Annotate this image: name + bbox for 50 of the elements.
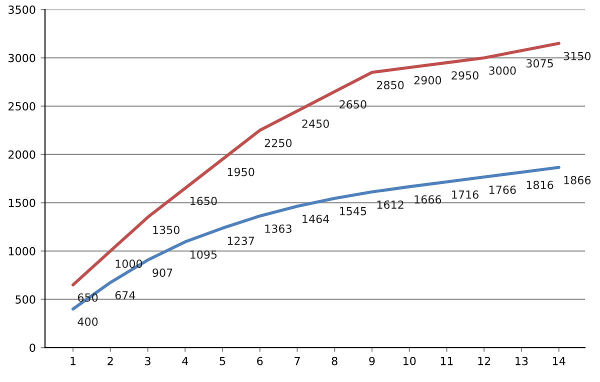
data-label: 1716	[452, 190, 478, 199]
x-tick-label: 12	[478, 356, 490, 366]
data-label: 2450	[302, 120, 329, 128]
y-tick-label: 500	[16, 295, 36, 304]
data-label: 1612	[377, 200, 404, 209]
y-tick-label: 3500	[8, 6, 36, 14]
y-tick-label: 1500	[8, 198, 36, 208]
line-series	[72, 166, 560, 311]
data-label: 400	[78, 318, 98, 326]
x-tick-label: 2	[108, 356, 113, 366]
data-label: 1866	[564, 176, 591, 184]
x-tick-label: 1	[70, 356, 76, 366]
x-tick-label: 9	[369, 356, 375, 366]
data-label: 1237	[228, 236, 254, 246]
data-label: 1095	[190, 250, 217, 259]
data-label: 1545	[340, 207, 366, 216]
line-series	[72, 42, 560, 286]
y-tick-label: 0	[30, 344, 36, 352]
data-label: 2850	[376, 80, 404, 90]
data-label: 2250	[264, 138, 292, 148]
data-label: 3150	[564, 52, 591, 60]
data-label: 2950	[452, 71, 478, 80]
x-tick-label: 5	[220, 356, 226, 366]
data-label: 1650	[190, 196, 217, 206]
x-tick-label: 10	[404, 356, 416, 366]
y-tick-label: 2500	[8, 102, 36, 111]
data-label: 1350	[153, 226, 180, 234]
data-label: 1766	[489, 186, 516, 194]
data-label: 2650	[340, 100, 366, 109]
x-tick-label: 4	[182, 356, 188, 366]
x-tick-label: 11	[440, 356, 453, 366]
y-tick-label: 2000	[8, 150, 36, 159]
x-tick-label: 13	[516, 356, 528, 366]
data-label: 1666	[414, 195, 442, 204]
y-tick-label: 3000	[8, 54, 36, 62]
x-tick-label: 6	[257, 356, 263, 366]
data-label: 3075	[526, 59, 553, 68]
data-label: 2900	[414, 76, 442, 84]
data-label: 1816	[526, 180, 554, 190]
data-label: 1950	[228, 168, 254, 176]
x-tick-label: 7	[294, 356, 300, 366]
data-label: 1363	[265, 224, 292, 233]
y-tick-label: 1000	[8, 247, 36, 256]
x-tick-label: 14	[552, 356, 566, 366]
x-tick-label: 8	[332, 356, 338, 366]
x-tick-label: 3	[145, 356, 150, 366]
data-label: 1464	[302, 214, 330, 224]
data-label: 907	[152, 268, 172, 277]
data-label: 674	[115, 291, 136, 300]
data-label: 3000	[489, 66, 516, 75]
